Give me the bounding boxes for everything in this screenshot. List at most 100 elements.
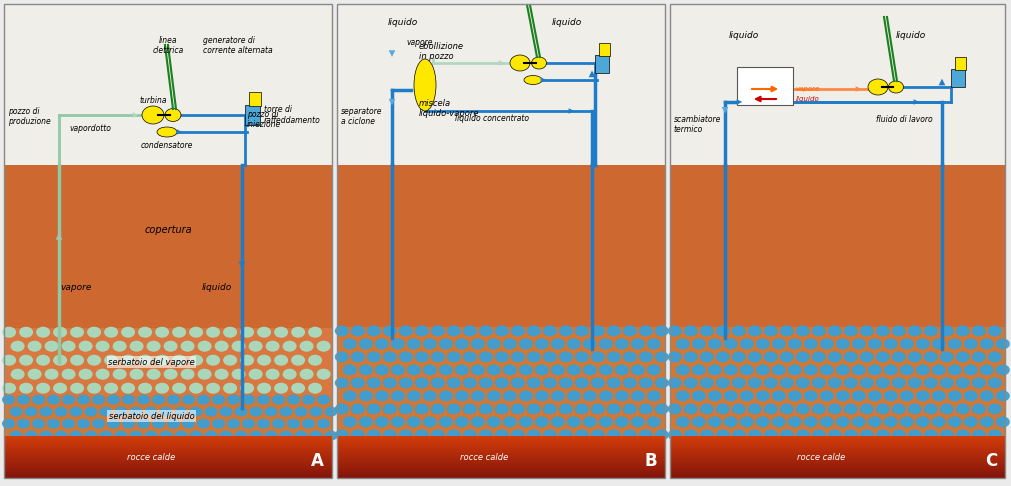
Ellipse shape: [884, 338, 898, 349]
Ellipse shape: [197, 418, 210, 429]
Ellipse shape: [413, 59, 436, 111]
Ellipse shape: [916, 417, 930, 427]
Text: liquido: liquido: [551, 18, 581, 27]
Text: vapore: vapore: [61, 283, 92, 292]
Ellipse shape: [820, 417, 834, 427]
Ellipse shape: [980, 390, 994, 401]
Text: fluido di lavoro: fluido di lavoro: [877, 115, 933, 124]
Ellipse shape: [859, 378, 874, 388]
Ellipse shape: [155, 355, 169, 365]
Ellipse shape: [732, 403, 746, 415]
Bar: [4, 475, 332, 476]
Bar: [4, 443, 332, 444]
Ellipse shape: [683, 351, 698, 363]
Bar: [670, 445, 1005, 446]
Ellipse shape: [884, 417, 898, 427]
Ellipse shape: [107, 395, 120, 405]
Ellipse shape: [932, 417, 946, 427]
Ellipse shape: [892, 351, 906, 363]
Ellipse shape: [716, 403, 730, 415]
Bar: [337, 438, 665, 439]
Text: separatore
a ciclone: separatore a ciclone: [341, 107, 382, 126]
Ellipse shape: [828, 326, 842, 336]
Ellipse shape: [996, 417, 1010, 427]
Ellipse shape: [479, 326, 492, 336]
Bar: [4, 467, 332, 468]
Ellipse shape: [2, 355, 16, 365]
Ellipse shape: [575, 430, 588, 440]
Ellipse shape: [716, 430, 730, 440]
Ellipse shape: [763, 378, 777, 388]
Bar: [337, 464, 665, 465]
Ellipse shape: [559, 351, 573, 363]
Ellipse shape: [623, 351, 637, 363]
Ellipse shape: [145, 431, 158, 441]
Bar: [337, 445, 665, 446]
Ellipse shape: [924, 378, 938, 388]
Ellipse shape: [988, 403, 1002, 415]
Ellipse shape: [17, 395, 30, 405]
Ellipse shape: [876, 378, 890, 388]
Ellipse shape: [615, 364, 629, 375]
Ellipse shape: [383, 403, 396, 415]
Ellipse shape: [796, 326, 810, 336]
Ellipse shape: [511, 430, 525, 440]
Bar: [670, 436, 1005, 437]
Ellipse shape: [206, 382, 220, 394]
Bar: [4, 450, 332, 451]
Ellipse shape: [599, 390, 613, 401]
Ellipse shape: [892, 403, 906, 415]
Ellipse shape: [996, 364, 1010, 375]
Ellipse shape: [683, 403, 698, 415]
Bar: [670, 475, 1005, 476]
Ellipse shape: [668, 430, 681, 440]
Ellipse shape: [55, 407, 68, 417]
Ellipse shape: [779, 326, 794, 336]
Ellipse shape: [947, 364, 961, 375]
Ellipse shape: [139, 327, 152, 338]
Ellipse shape: [39, 407, 53, 417]
Ellipse shape: [227, 395, 240, 405]
Ellipse shape: [167, 395, 180, 405]
Ellipse shape: [828, 351, 842, 363]
Ellipse shape: [107, 418, 120, 429]
Ellipse shape: [924, 403, 938, 415]
Ellipse shape: [796, 351, 810, 363]
Ellipse shape: [675, 417, 690, 427]
Ellipse shape: [655, 378, 669, 388]
Ellipse shape: [36, 382, 51, 394]
Ellipse shape: [884, 364, 898, 375]
Bar: [337, 462, 665, 463]
Ellipse shape: [724, 390, 738, 401]
Ellipse shape: [988, 378, 1002, 388]
Ellipse shape: [223, 382, 238, 394]
Text: linea
clettrica: linea clettrica: [153, 35, 184, 55]
Bar: [670, 457, 1005, 458]
Ellipse shape: [227, 418, 240, 429]
Ellipse shape: [996, 338, 1010, 349]
Ellipse shape: [487, 417, 500, 427]
Ellipse shape: [924, 351, 938, 363]
Ellipse shape: [471, 417, 485, 427]
Bar: [4, 436, 332, 437]
Ellipse shape: [763, 326, 777, 336]
Text: liquido concentrato: liquido concentrato: [455, 114, 529, 123]
Ellipse shape: [859, 351, 874, 363]
Ellipse shape: [77, 418, 90, 429]
Ellipse shape: [771, 338, 786, 349]
Ellipse shape: [274, 382, 288, 394]
Ellipse shape: [299, 369, 313, 380]
Ellipse shape: [121, 355, 135, 365]
Ellipse shape: [708, 364, 722, 375]
Ellipse shape: [249, 369, 263, 380]
Ellipse shape: [316, 369, 331, 380]
Bar: [670, 473, 1005, 474]
Ellipse shape: [575, 378, 588, 388]
Ellipse shape: [700, 326, 714, 336]
Ellipse shape: [257, 395, 270, 405]
Ellipse shape: [359, 338, 373, 349]
Bar: [670, 441, 1005, 442]
Ellipse shape: [137, 418, 150, 429]
Ellipse shape: [804, 417, 818, 427]
Bar: [4, 396, 332, 436]
